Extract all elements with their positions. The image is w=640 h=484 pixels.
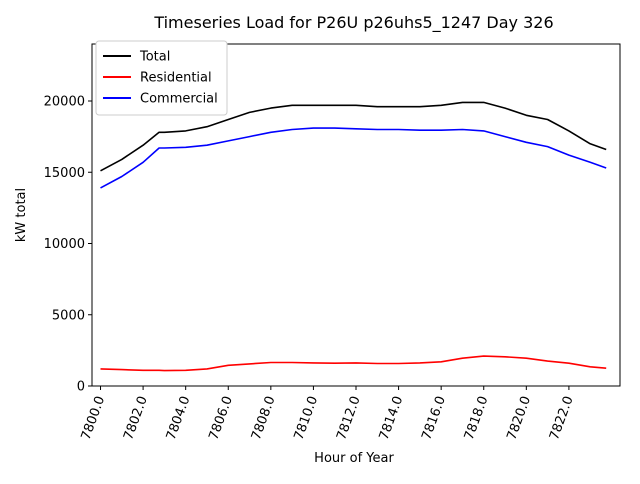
series-line-commercial: [100, 127, 607, 189]
legend-box: [95, 40, 228, 116]
x-axis-label: Hour of Year: [314, 451, 394, 466]
legend-total-label: Total: [139, 50, 170, 65]
y-tick-label: 20000: [44, 95, 85, 110]
y-tick-label: 10000: [44, 237, 85, 252]
y-tick-label: 5000: [52, 308, 85, 323]
y-axis: 0 5000 10000 15000 20000: [44, 95, 92, 395]
legend-residential-label: Residential: [140, 71, 212, 86]
legend: Total Residential Commercial: [95, 40, 228, 116]
series-line-total: [100, 101, 607, 172]
y-tick-label: 0: [77, 380, 85, 395]
series-line-residential: [100, 355, 607, 372]
chart-title: Timeseries Load for P26U p26uhs5_1247 Da…: [153, 13, 553, 33]
series-layer: [100, 101, 607, 372]
y-axis-label: kW total: [14, 188, 29, 242]
y-tick-label: 15000: [44, 166, 85, 181]
legend-commercial-label: Commercial: [140, 92, 218, 107]
